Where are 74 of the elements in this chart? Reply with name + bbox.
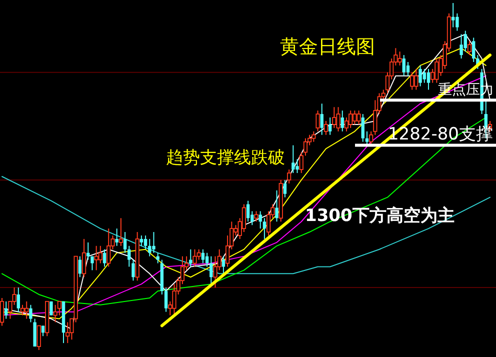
candlestick bbox=[196, 248, 201, 260]
candlestick bbox=[82, 238, 86, 278]
candlestick bbox=[20, 304, 25, 316]
candlestick bbox=[201, 248, 205, 264]
candlestick bbox=[16, 287, 20, 312]
annotation: 趋势支撑线跌破 bbox=[166, 148, 285, 168]
candlestick bbox=[328, 117, 332, 136]
candlestick bbox=[152, 232, 156, 254]
candlestick bbox=[418, 64, 422, 87]
candlestick bbox=[348, 110, 353, 128]
candlestick bbox=[361, 114, 364, 142]
candlestick bbox=[4, 300, 8, 320]
candlestick bbox=[352, 110, 357, 125]
candlestick bbox=[422, 68, 426, 84]
candlestick bbox=[283, 179, 287, 198]
candlestick bbox=[414, 68, 418, 90]
candlestick bbox=[356, 110, 361, 125]
candlestick bbox=[426, 68, 430, 90]
candlestick bbox=[102, 248, 106, 268]
text: 黄金日线图 bbox=[280, 36, 375, 58]
candlestick bbox=[115, 228, 118, 246]
candlestick bbox=[123, 232, 127, 254]
candlestick bbox=[50, 300, 53, 316]
candlestick bbox=[94, 245, 98, 271]
candlestick bbox=[189, 248, 192, 268]
candlestick bbox=[24, 300, 29, 320]
candlestick bbox=[140, 234, 144, 246]
candlestick bbox=[451, 2, 455, 28]
candlestick bbox=[464, 30, 467, 52]
candlestick bbox=[41, 325, 45, 337]
candlestick bbox=[205, 252, 209, 268]
candlestick bbox=[312, 130, 316, 142]
candlestick bbox=[118, 218, 123, 246]
candlestick bbox=[148, 238, 152, 257]
candlestick bbox=[336, 106, 340, 132]
candlestick bbox=[53, 304, 58, 323]
candlestick bbox=[132, 259, 135, 282]
candlestick bbox=[287, 169, 292, 184]
candlestick bbox=[144, 234, 148, 250]
candlestick bbox=[324, 120, 328, 136]
candlestick bbox=[164, 287, 168, 312]
candlestick bbox=[254, 210, 258, 222]
candlestick bbox=[472, 37, 476, 62]
candlestick bbox=[296, 158, 299, 174]
candlestick bbox=[402, 54, 406, 76]
candlestick bbox=[467, 40, 472, 56]
candlestick bbox=[29, 304, 32, 323]
candlestick bbox=[192, 248, 197, 268]
candlestick bbox=[365, 130, 369, 146]
candlestick bbox=[340, 110, 344, 132]
candlestick bbox=[78, 256, 82, 278]
candlestick bbox=[434, 58, 439, 84]
candlestick bbox=[275, 190, 278, 222]
candlestick bbox=[332, 106, 336, 128]
candlestick bbox=[156, 252, 160, 264]
candlestick bbox=[292, 144, 295, 174]
candlestick bbox=[0, 297, 4, 326]
candlestick bbox=[90, 256, 94, 271]
candlestick bbox=[258, 210, 262, 230]
candlestick bbox=[410, 72, 414, 90]
candlestick bbox=[262, 218, 266, 240]
candlestick bbox=[36, 325, 41, 350]
candlestick bbox=[406, 61, 410, 76]
candlestick bbox=[246, 200, 250, 222]
candlestick bbox=[66, 322, 70, 344]
candlestick bbox=[398, 51, 402, 66]
candlestick bbox=[460, 34, 463, 60]
candlestick bbox=[316, 110, 320, 132]
candlestick bbox=[456, 12, 459, 32]
candlestick bbox=[86, 242, 90, 260]
candlestick bbox=[320, 103, 324, 136]
candlestick bbox=[128, 245, 131, 268]
candlestick bbox=[210, 256, 213, 285]
candlestick bbox=[106, 228, 111, 268]
